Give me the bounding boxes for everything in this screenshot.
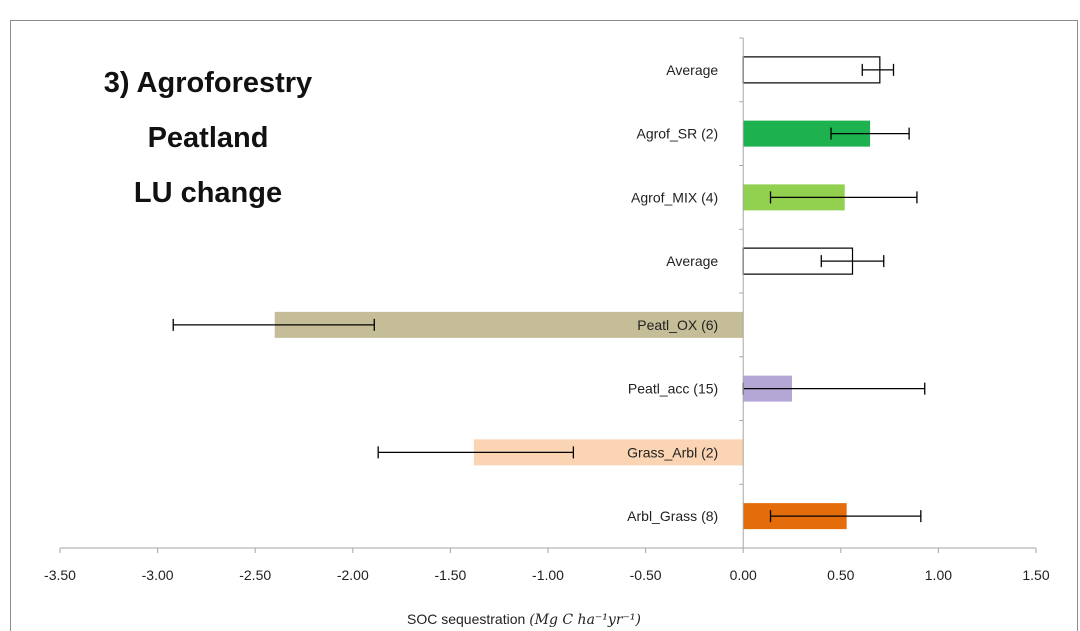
axes xyxy=(59,37,1037,553)
x-tick-label: -1.50 xyxy=(434,567,466,583)
chart-title: 3) Agroforestry Peatland LU change xyxy=(104,67,312,209)
error-bars xyxy=(172,63,926,523)
x-tick-label: -1.00 xyxy=(532,567,564,583)
x-tick-label: 0.00 xyxy=(730,567,757,583)
category-label: Average xyxy=(666,62,718,78)
x-tick-label: -2.50 xyxy=(239,567,271,583)
category-label: Peatl_acc (15) xyxy=(628,381,718,397)
category-labels: Average Agrof_SR (2) Agrof_MIX (4) Average P… xyxy=(627,62,718,524)
bar xyxy=(742,56,881,84)
category-label: Grass_Arbl (2) xyxy=(627,444,718,460)
x-tick-label: 1.00 xyxy=(925,567,952,583)
category-label: Agrof_MIX (4) xyxy=(631,189,718,205)
x-tick-label: -0.50 xyxy=(630,567,662,583)
bar-series xyxy=(274,56,881,530)
category-label: Agrof_SR (2) xyxy=(636,126,718,142)
x-tick-label: -2.00 xyxy=(337,567,369,583)
x-tick-label: 1.50 xyxy=(1022,567,1049,583)
chart-area-frame xyxy=(10,20,1078,631)
x-axis-label-units: (Mg C ha⁻¹yr⁻¹) xyxy=(529,612,641,628)
x-axis-label: SOC sequestration (Mg C ha⁻¹yr⁻¹) xyxy=(407,611,641,628)
title-line-2: Peatland xyxy=(148,122,269,154)
x-axis-label-text: SOC sequestration xyxy=(407,611,525,627)
category-label: Peatl_OX (6) xyxy=(637,317,718,333)
x-tick-label: -3.50 xyxy=(44,567,76,583)
title-line-1: 3) Agroforestry xyxy=(104,67,312,99)
x-tick-label: -3.00 xyxy=(142,567,174,583)
category-label: Arbl_Grass (8) xyxy=(627,508,718,524)
x-tick-labels: -3.50 -3.00 -2.50 -2.00 -1.50 -1.00 -0.50 0.00 0… xyxy=(44,567,1050,583)
category-label: Average xyxy=(666,253,718,269)
x-tick-label: 0.50 xyxy=(827,567,854,583)
title-line-3: LU change xyxy=(134,177,282,209)
